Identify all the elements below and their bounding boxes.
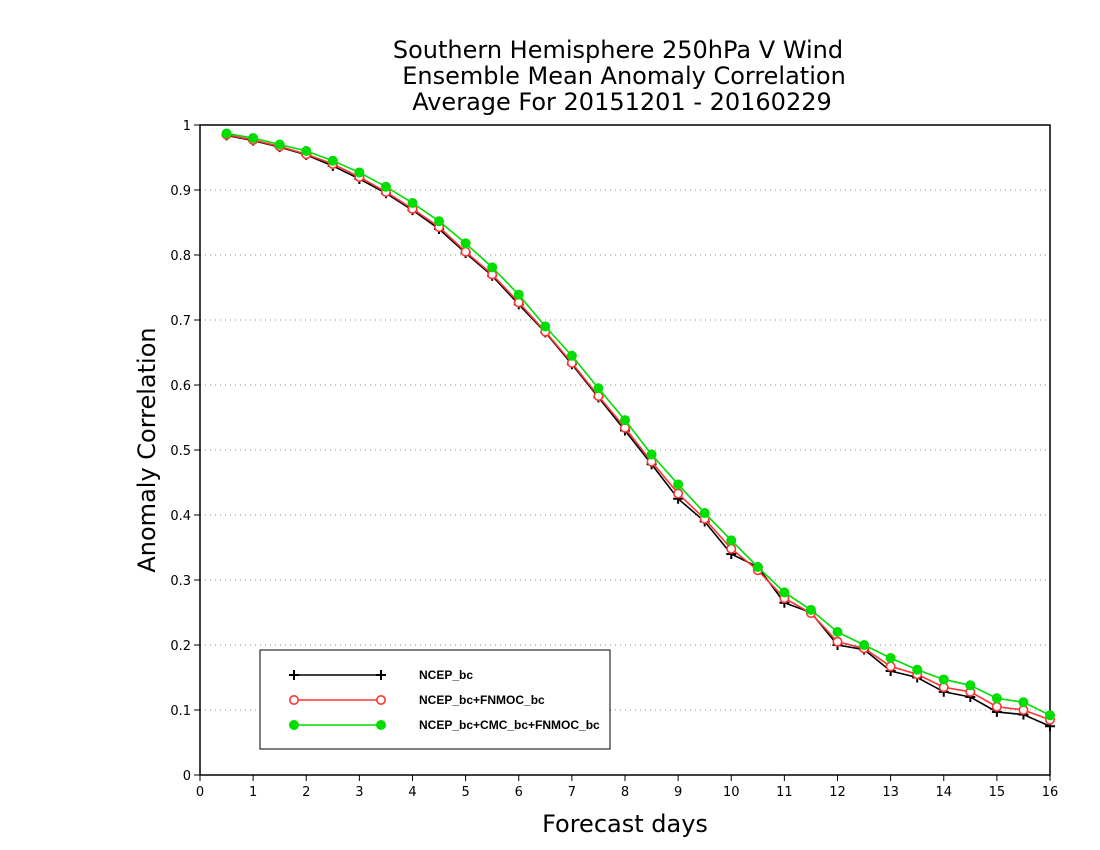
series-group [221,128,1056,732]
y-tick-label: 0.2 [170,639,191,654]
legend-entry: NCEP_bc [289,668,473,682]
data-point [248,133,259,143]
x-tick-label: 16 [1042,785,1059,800]
legend-entry: NCEP_bc+CMC_bc+FNMOC_bc [289,718,600,732]
x-tick-label: 0 [196,785,204,800]
data-point [726,535,737,546]
data-point [673,479,684,490]
x-tick-label: 11 [776,785,793,800]
data-point [912,664,923,675]
x-tick-label: 9 [674,785,682,800]
x-tick-label: 6 [515,785,523,800]
data-point [620,415,630,426]
legend-label: NCEP_bc+FNMOC_bc [419,693,545,707]
x-tick-label: 8 [621,785,629,800]
data-point [699,508,710,519]
series-1 [221,130,1055,732]
x-tick-label: 15 [989,785,1006,800]
x-tick-label: 4 [408,785,416,800]
x-tick-label: 7 [568,785,576,800]
data-point [752,562,763,572]
legend-marker [375,694,386,705]
series-line [226,134,1051,727]
title-line-1: Southern Hemisphere 250hPa V Wind [393,36,843,64]
data-point [221,128,232,139]
title-line-2: Ensemble Mean Anomaly Correlation [402,62,846,90]
data-point [646,449,657,460]
legend-marker [288,694,299,705]
y-tick-label: 0.3 [170,574,191,589]
legend-marker [376,720,386,730]
data-point [885,661,896,672]
data-point [938,674,949,685]
data-point [327,155,338,166]
y-tick-label: 0 [183,769,191,784]
data-point [407,198,418,208]
y-tick-label: 0.6 [170,379,191,394]
y-tick-label: 0.8 [170,249,191,264]
data-point [1045,710,1055,721]
legend-marker [376,670,386,680]
title-line-3: Average For 20151201 - 20160229 [412,88,832,116]
axis-ticks: 00.10.20.30.40.50.60.70.80.910 1 2 3 4 5 6 7 8 9 1… [170,119,1058,800]
x-tick-label: 13 [882,785,899,800]
data-point [885,653,896,663]
gridlines [200,189,1050,711]
series-line [226,132,1051,716]
y-tick-label: 0.7 [170,314,191,329]
x-tick-label: 3 [355,785,363,800]
data-point [726,543,737,554]
legend-marker [289,670,299,680]
series-line [226,133,1051,721]
data-point [991,693,1002,704]
data-point [1018,697,1029,708]
legend: NCEP_bc NCEP_bc+FNMOC_bc NCEP_bc+CMC_bc+FN… [259,649,611,750]
data-point [460,238,471,249]
legend-marker [289,720,299,730]
data-point [434,216,445,227]
legend-entry: NCEP_bc+FNMOC_bc [288,693,545,707]
data-point [965,680,976,691]
data-point [380,181,391,192]
data-point [540,321,551,332]
x-tick-label: 12 [829,785,846,800]
y-tick-label: 0.1 [170,704,191,719]
x-tick-label: 2 [302,785,310,800]
data-point [779,587,790,598]
data-point [832,636,843,647]
y-axis-label: Anomaly Correlation [133,327,161,572]
x-tick-label: 10 [723,785,740,800]
data-point [274,139,285,150]
data-point [301,146,312,156]
legend-label: NCEP_bc [419,668,473,682]
data-point [859,640,870,650]
legend-label: NCEP_bc+CMC_bc+FNMOC_bc [419,718,600,732]
data-point [593,383,604,394]
series-2 [221,129,1056,725]
y-tick-label: 0.9 [170,184,191,199]
y-tick-label: 1 [183,119,191,134]
x-tick-label: 14 [935,785,952,800]
x-tick-label: 1 [249,785,257,800]
data-point [805,604,816,615]
series-3 [221,128,1055,721]
data-point [354,167,365,178]
data-point [991,701,1002,712]
chart-title: Southern Hemisphere 250hPa V Wind Ensemb… [393,36,846,116]
data-point [487,262,498,273]
data-point [513,289,524,300]
x-tick-label: 5 [461,785,469,800]
y-tick-label: 0.4 [170,509,191,524]
data-point [566,350,577,361]
data-point [832,627,843,637]
x-axis-label: Forecast days [542,810,708,838]
y-tick-label: 0.5 [170,444,191,459]
data-point [673,488,684,499]
data-point [460,246,471,257]
